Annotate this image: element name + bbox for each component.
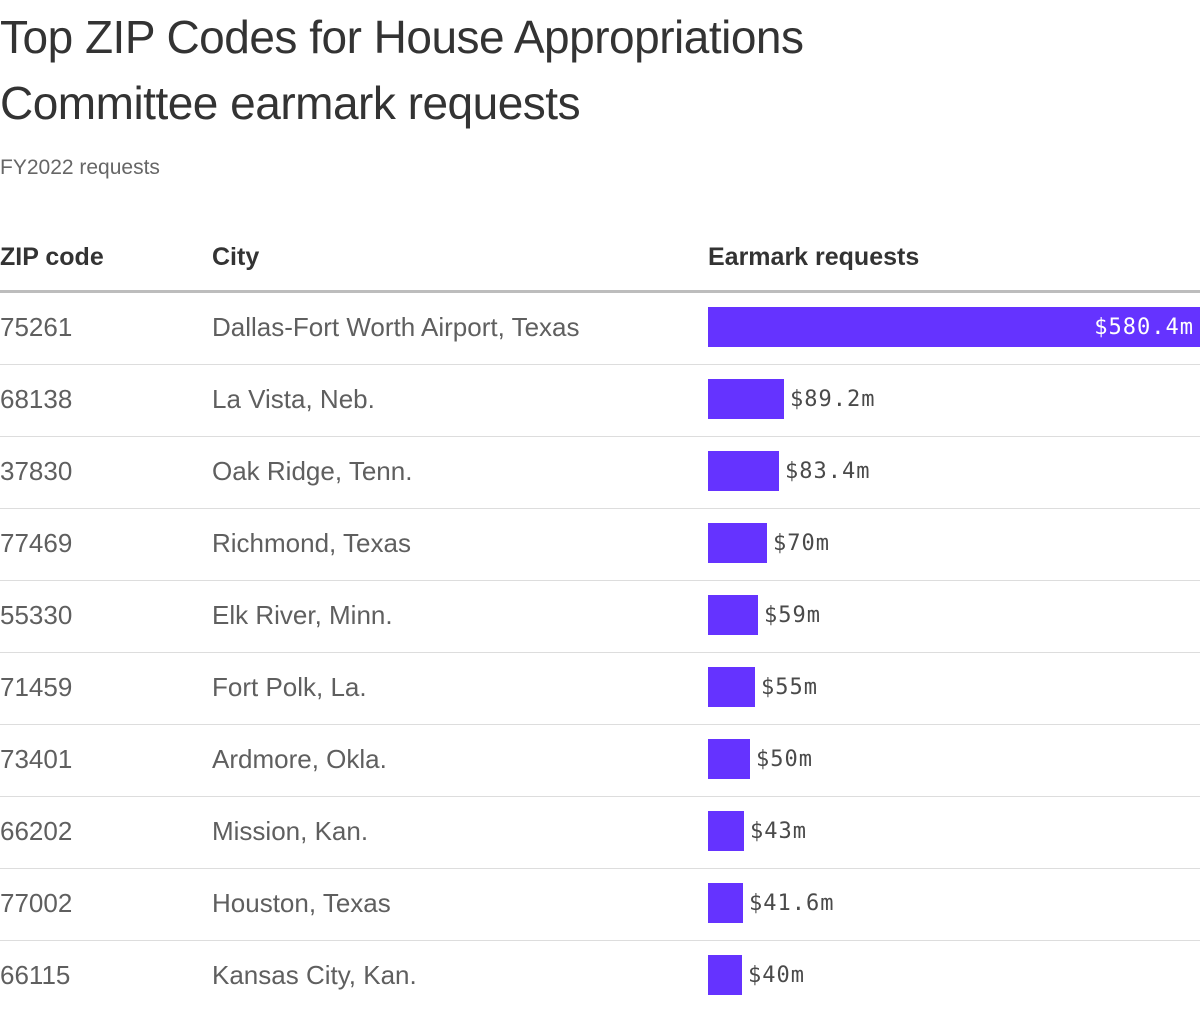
table-body: 75261 Dallas-Fort Worth Airport, Texas $58… xyxy=(0,293,1200,1013)
bar xyxy=(708,667,755,707)
bar-track: $40m xyxy=(708,955,1200,995)
bar xyxy=(708,307,1200,347)
bar-track: $580.4m xyxy=(708,307,1200,347)
bar-track: $55m xyxy=(708,667,1200,707)
zip-code-cell: 66202 xyxy=(0,816,73,846)
table-row: 37830 Oak Ridge, Tenn. $83.4m xyxy=(0,437,1200,509)
bar xyxy=(708,955,742,995)
table-row: 73401 Ardmore, Okla. $50m xyxy=(0,725,1200,797)
city-cell: Kansas City, Kan. xyxy=(212,960,417,990)
bar xyxy=(708,883,743,923)
bar xyxy=(708,739,750,779)
city-cell: Fort Polk, La. xyxy=(212,672,367,702)
table-row: 68138 La Vista, Neb. $89.2m xyxy=(0,365,1200,437)
bar-value-label: $41.6m xyxy=(749,891,835,916)
zip-code-cell: 71459 xyxy=(0,672,73,702)
zip-code-cell: 77469 xyxy=(0,528,73,558)
bar-value-label: $40m xyxy=(748,963,805,988)
bar-value-label: $580.4m xyxy=(1094,315,1194,340)
table-row: 66115 Kansas City, Kan. $40m xyxy=(0,941,1200,1013)
bar-track: $43m xyxy=(708,811,1200,851)
table-row: 77002 Houston, Texas $41.6m xyxy=(0,869,1200,941)
table-row: 66202 Mission, Kan. $43m xyxy=(0,797,1200,869)
city-cell: Oak Ridge, Tenn. xyxy=(212,456,413,486)
bar xyxy=(708,811,744,851)
zip-code-cell: 37830 xyxy=(0,456,73,486)
bar-track: $89.2m xyxy=(708,379,1200,419)
bar-track: $41.6m xyxy=(708,883,1200,923)
header-zip-code: ZIP code xyxy=(0,243,104,271)
zip-code-cell: 73401 xyxy=(0,744,73,774)
zip-code-cell: 66115 xyxy=(0,960,71,990)
chart-title: Top ZIP Codes for House Appropriations C… xyxy=(0,11,804,129)
city-cell: Houston, Texas xyxy=(212,888,391,918)
bar-value-label: $59m xyxy=(764,603,821,628)
zip-code-cell: 68138 xyxy=(0,384,73,414)
bar-value-label: $89.2m xyxy=(790,387,876,412)
bar-value-label: $50m xyxy=(756,747,813,772)
zip-code-cell: 77002 xyxy=(0,888,73,918)
bar-track: $83.4m xyxy=(708,451,1200,491)
table-row: 55330 Elk River, Minn. $59m xyxy=(0,581,1200,653)
bar-value-label: $55m xyxy=(761,675,818,700)
city-cell: Ardmore, Okla. xyxy=(212,744,387,774)
table-row: 75261 Dallas-Fort Worth Airport, Texas $58… xyxy=(0,293,1200,365)
bar xyxy=(708,379,784,419)
city-cell: Dallas-Fort Worth Airport, Texas xyxy=(212,312,580,342)
city-cell: Elk River, Minn. xyxy=(212,600,393,630)
bar xyxy=(708,595,758,635)
header-earmark-requests: Earmark requests xyxy=(708,243,920,271)
bar xyxy=(708,451,779,491)
city-cell: Richmond, Texas xyxy=(212,528,411,558)
zip-code-cell: 55330 xyxy=(0,600,73,630)
table-header: ZIP code City Earmark requests xyxy=(0,238,1200,293)
city-cell: Mission, Kan. xyxy=(212,816,369,846)
bar-track: $50m xyxy=(708,739,1200,779)
bar-track: $59m xyxy=(708,595,1200,635)
zip-code-cell: 75261 xyxy=(0,312,73,342)
table-row: 77469 Richmond, Texas $70m xyxy=(0,509,1200,581)
city-cell: La Vista, Neb. xyxy=(212,384,375,414)
bar xyxy=(708,523,767,563)
bar-value-label: $70m xyxy=(773,531,830,556)
table-row: 71459 Fort Polk, La. $55m xyxy=(0,653,1200,725)
bar-value-label: $83.4m xyxy=(785,459,871,484)
bar-value-label: $43m xyxy=(750,819,807,844)
bar-track: $70m xyxy=(708,523,1200,563)
chart-subtitle: FY2022 requests xyxy=(0,156,160,179)
header-city: City xyxy=(212,243,260,271)
